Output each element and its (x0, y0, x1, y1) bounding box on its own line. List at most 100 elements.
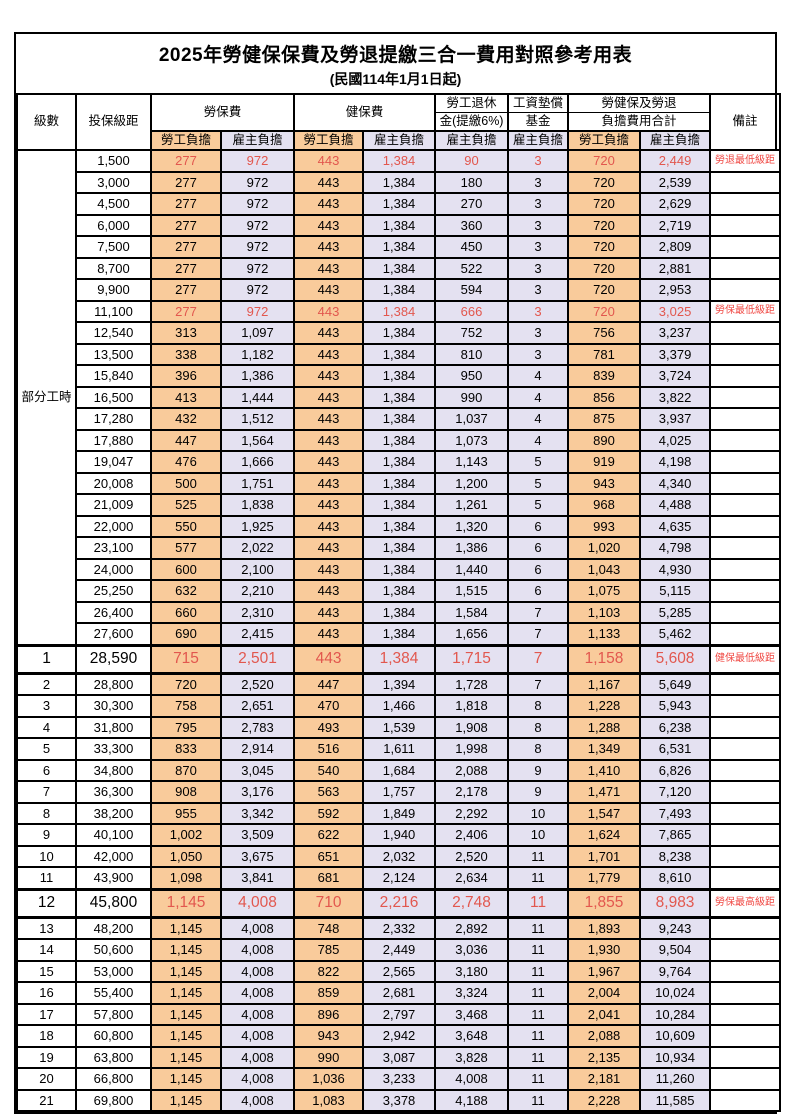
table-row: 9,900 277 972 443 1,384 594 3 720 2,953 (17, 278, 782, 302)
cell-total-worker: 2,041 (567, 1002, 642, 1026)
cell-fund-employer: 11 (507, 887, 570, 919)
cell-level: 17 (16, 1002, 77, 1026)
cell-bracket: 11,100 (75, 299, 152, 323)
cell-pension-employer: 1,143 (434, 450, 510, 474)
cell-health-worker: 710 (293, 887, 365, 919)
header-row-groups-1: 級數 投保級距 勞保費 健保費 勞工退休 工資墊償 勞健保及勞退 備註 (16, 93, 782, 151)
table-row: 12 45,800 1,145 4,008 710 2,216 2,748 11 1,855 8,… (16, 887, 782, 919)
table-row: 11,100 277 972 443 1,384 666 3 720 3,025 勞保最低級距 (17, 299, 782, 323)
cell-health-employer: 1,384 (362, 192, 437, 216)
cell-remark: 勞退最低級距 (709, 149, 782, 173)
table-row: 8,700 277 972 443 1,384 522 3 720 2,881 (17, 256, 782, 280)
cell-pension-employer: 3,036 (434, 938, 510, 962)
cell-labor-worker: 720 (150, 672, 222, 696)
cell-total-worker: 1,624 (567, 823, 642, 847)
cell-pension-employer: 1,908 (434, 715, 510, 739)
cell-labor-employer: 2,783 (219, 715, 296, 739)
col-header-level: 級數 (16, 93, 77, 151)
cell-health-employer: 3,087 (362, 1045, 437, 1069)
cell-bracket: 26,400 (75, 600, 152, 624)
cell-labor-employer: 1,838 (219, 493, 296, 517)
cell-remark (709, 514, 782, 538)
cell-health-employer: 1,384 (362, 643, 437, 675)
table-row: 16 55,400 1,145 4,008 859 2,681 3,324 11 2,004 10… (16, 981, 782, 1005)
cell-labor-employer: 1,097 (219, 321, 296, 345)
cell-labor-worker: 660 (150, 600, 222, 624)
cell-fund-employer: 3 (507, 149, 570, 173)
cell-level: 2 (16, 672, 77, 696)
cell-bracket: 24,000 (75, 557, 152, 581)
cell-fund-employer: 3 (507, 278, 570, 302)
cell-health-employer: 1,849 (362, 801, 437, 825)
cell-pension-employer: 752 (434, 321, 510, 345)
cell-health-employer: 3,378 (362, 1088, 437, 1112)
cell-labor-employer: 972 (219, 299, 296, 323)
cell-bracket: 4,500 (75, 192, 152, 216)
cell-total-employer: 10,609 (639, 1024, 712, 1048)
cell-labor-employer: 3,841 (219, 866, 296, 890)
cell-remark (709, 321, 782, 345)
cell-total-worker: 756 (567, 321, 642, 345)
cell-remark (709, 844, 782, 868)
cell-fund-employer: 5 (507, 493, 570, 517)
cell-remark (709, 758, 782, 782)
cell-remark (709, 192, 782, 216)
cell-total-employer: 3,025 (639, 299, 712, 323)
cell-fund-employer: 3 (507, 235, 570, 259)
cell-remark (709, 672, 782, 696)
cell-health-employer: 1,384 (362, 536, 437, 560)
cell-health-worker: 443 (293, 514, 365, 538)
cell-health-worker: 1,036 (293, 1067, 365, 1091)
cell-labor-worker: 577 (150, 536, 222, 560)
cell-labor-worker: 1,145 (150, 981, 222, 1005)
cell-labor-employer: 3,176 (219, 780, 296, 804)
cell-labor-worker: 525 (150, 493, 222, 517)
subheader-total-employer: 雇主負擔 (639, 130, 712, 151)
cell-labor-employer: 2,100 (219, 557, 296, 581)
cell-health-worker: 443 (293, 256, 365, 280)
cell-bracket: 53,000 (75, 959, 152, 983)
cell-bracket: 15,840 (75, 364, 152, 388)
cell-health-employer: 1,384 (362, 149, 437, 173)
table-row: 20,008 500 1,751 443 1,384 1,200 5 943 4,340 (17, 471, 782, 495)
cell-total-employer: 5,943 (639, 694, 712, 718)
cell-fund-employer: 4 (507, 407, 570, 431)
cell-health-employer: 1,384 (362, 407, 437, 431)
cell-total-worker: 1,133 (567, 622, 642, 646)
cell-total-employer: 9,504 (639, 938, 712, 962)
col-header-pension-line2: 金(提繳6%) (434, 112, 510, 132)
cell-total-employer: 7,493 (639, 801, 712, 825)
cell-total-worker: 968 (567, 493, 642, 517)
cell-fund-employer: 11 (507, 1024, 570, 1048)
cell-total-employer: 7,865 (639, 823, 712, 847)
cell-total-worker: 720 (567, 192, 642, 216)
cell-health-employer: 1,539 (362, 715, 437, 739)
cell-labor-employer: 3,675 (219, 844, 296, 868)
page-subtitle: (民國114年1月1日起) (329, 71, 462, 87)
cell-labor-worker: 690 (150, 622, 222, 646)
table-row: 7,500 277 972 443 1,384 450 3 720 2,809 (17, 235, 782, 259)
cell-total-worker: 1,288 (567, 715, 642, 739)
cell-health-employer: 1,384 (362, 278, 437, 302)
cell-bracket: 34,800 (75, 758, 152, 782)
cell-bracket: 8,700 (75, 256, 152, 280)
cell-total-employer: 10,024 (639, 981, 712, 1005)
col-header-total-line2: 負擔費用合計 (567, 112, 712, 132)
cell-health-employer: 1,384 (362, 622, 437, 646)
cell-labor-employer: 2,415 (219, 622, 296, 646)
cell-bracket: 3,000 (75, 170, 152, 194)
cell-pension-employer: 270 (434, 192, 510, 216)
cell-total-worker: 1,547 (567, 801, 642, 825)
table-row: 4 31,800 795 2,783 493 1,539 1,908 8 1,288 6,238 (16, 715, 782, 739)
cell-health-worker: 651 (293, 844, 365, 868)
cell-remark (709, 1067, 782, 1091)
cell-health-worker: 443 (293, 385, 365, 409)
cell-remark (709, 471, 782, 495)
col-header-pension-line1: 勞工退休 (434, 93, 510, 113)
table-row: 21 69,800 1,145 4,008 1,083 3,378 4,188 11 2,228… (16, 1088, 782, 1112)
cell-labor-employer: 972 (219, 192, 296, 216)
table-row: 17,280 432 1,512 443 1,384 1,037 4 875 3,937 (17, 407, 782, 431)
cell-bracket: 33,300 (75, 737, 152, 761)
cell-bracket: 28,590 (75, 643, 152, 675)
cell-remark (709, 235, 782, 259)
